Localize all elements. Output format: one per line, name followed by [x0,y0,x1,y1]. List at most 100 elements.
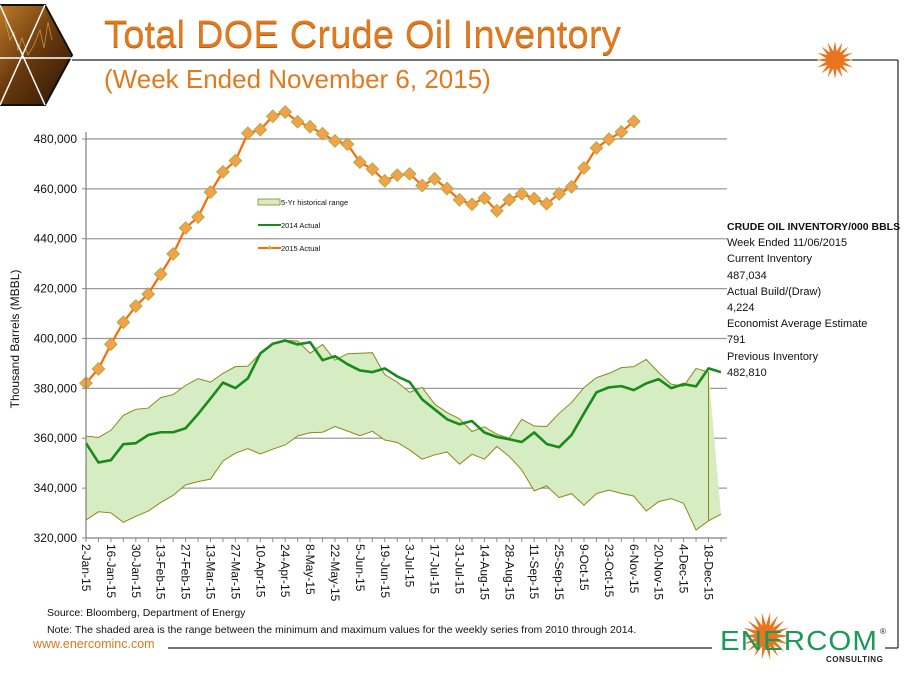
burst-shape [816,41,854,79]
legend-label-range: 5-Yr historical range [281,198,348,207]
marker-2015 [589,141,604,155]
marker-2015 [390,168,405,183]
x-tick-label: 3-Jul-15 [403,544,417,588]
y-tick-label: 440,000 [34,232,78,246]
marker-2015 [141,287,156,302]
series-2015 [79,105,641,391]
y-tick-label: 400,000 [34,331,78,345]
marker-2015 [166,247,181,261]
y-tick-label: 420,000 [34,282,78,296]
page-title: Total DOE Crude Oil Inventory [104,14,621,56]
marker-2015 [228,153,243,168]
marker-2015 [489,203,504,218]
line-2014 [84,339,722,464]
enercom-consulting: CONSULTING [826,655,883,664]
x-tick-label: 6-Nov-15 [627,544,641,594]
x-tick-label: 14-Aug-15 [477,544,491,600]
x-tick-label: 25-Sep-15 [552,544,566,600]
x-tick-label: 4-Dec-15 [677,544,691,594]
summary-week: Week Ended 11/06/2015 [727,237,848,250]
y-tick-labels: 320,000 340,000 360,000 380,000 400,000 420,0… [34,132,78,545]
x-tick-label: 23-Oct-15 [602,544,616,598]
website-link[interactable]: www.enercominc.com [33,637,155,651]
source-text: Source: Bloomberg, Department of Energy [47,607,246,619]
y-tick-label: 360,000 [34,431,78,445]
x-tick-label: 5-Jun-15 [353,544,367,592]
x-tick-label: 17-Jul-15 [428,544,442,594]
summary-current-value: 487,034 [727,269,767,282]
marker-2015 [577,160,591,175]
marker-2015 [452,192,467,207]
x-tick-label: 30-Jan-15 [129,544,143,598]
marker-2015 [365,162,380,177]
y-axis-label: Thousand Barrels (MBBL) [8,270,22,409]
marker-2015 [502,192,517,207]
x-tick-label: 22-May-15 [328,544,342,602]
sunburst-icon [816,41,854,79]
marker-2015 [477,191,492,205]
burst-shape [742,612,790,660]
line-2015 [85,110,635,384]
marker-2015 [427,171,442,186]
marker-2015 [265,109,280,124]
x-tick-label: 31-Jul-15 [453,544,467,594]
legend-swatch-range [257,198,281,206]
y-tick-label: 480,000 [34,132,78,146]
summary-previous-value: 482,810 [727,366,767,379]
marker-2015 [552,186,567,201]
summary-current-label: Current Inventory [727,253,812,266]
y-tick-label: 340,000 [34,481,78,495]
y-tick-label: 460,000 [34,182,78,196]
marker-2015 [178,221,193,235]
marker-2015 [315,126,330,141]
marker-2015 [402,166,417,181]
legend-marker-2015 [267,245,273,251]
legend-label-2015: 2015 Actual [281,244,321,253]
range-lower-line [85,425,722,531]
marker-2015 [514,186,529,201]
summary-estimate-label: Economist Average Estimate [727,318,868,331]
marker-2015 [253,122,268,137]
marker-2015 [91,361,106,376]
x-tick-label: 20-Nov-15 [652,544,666,600]
summary-build-value: 4,224 [727,302,755,315]
note-text: Note: The shaded area is the range betwe… [47,624,637,636]
axes [85,132,727,542]
y-tick-label: 380,000 [34,381,78,395]
x-tick-label: 16-Jan-15 [104,544,118,598]
registered-mark: ® [880,627,886,636]
x-tick-label: 18-Dec-15 [702,544,716,600]
x-tick-label: 19-Jun-15 [378,544,392,598]
x-tick-label: 28-Aug-15 [502,544,516,600]
x-tick-label: 2-Jan-15 [79,544,93,592]
marker-2015 [539,196,554,211]
marker-2015 [440,181,454,196]
marker-2015 [527,191,542,206]
marker-2015 [352,155,367,170]
marker-2015 [564,179,579,194]
marker-2015 [290,114,305,129]
x-tick-label: 27-Mar-15 [228,544,242,600]
marker-2015 [328,134,342,148]
inventory-chart: 320,000 340,000 360,000 380,000 400,000 420,0… [8,105,727,602]
x-tick-label: 27-Feb-15 [179,544,193,600]
x-tick-label: 24-Apr-15 [278,544,292,598]
marker-2015 [465,197,479,212]
series-2014 [84,339,722,464]
summary-previous-label: Previous Inventory [727,350,819,363]
marker-2015 [191,210,205,224]
hexagon-logo-icon [0,4,74,106]
x-tick-label: 8-May-15 [303,544,317,595]
range-upper-line [85,339,709,439]
marker-2015 [153,267,168,282]
marker-2015 [278,105,293,119]
x-tick-label: 9-Oct-15 [577,544,591,591]
y-tick-label: 320,000 [34,531,78,545]
x-tick-label: 11-Sep-15 [527,544,541,599]
marker-2015 [103,337,118,352]
inventory-summary: CRUDE OIL INVENTORY/000 BBLS Week Ended … [727,219,902,381]
marker-2015 [303,119,318,134]
page-subtitle: (Week Ended November 6, 2015) [104,64,491,94]
x-tick-label: 13-Feb-15 [154,544,168,600]
marker-2015 [377,173,392,188]
